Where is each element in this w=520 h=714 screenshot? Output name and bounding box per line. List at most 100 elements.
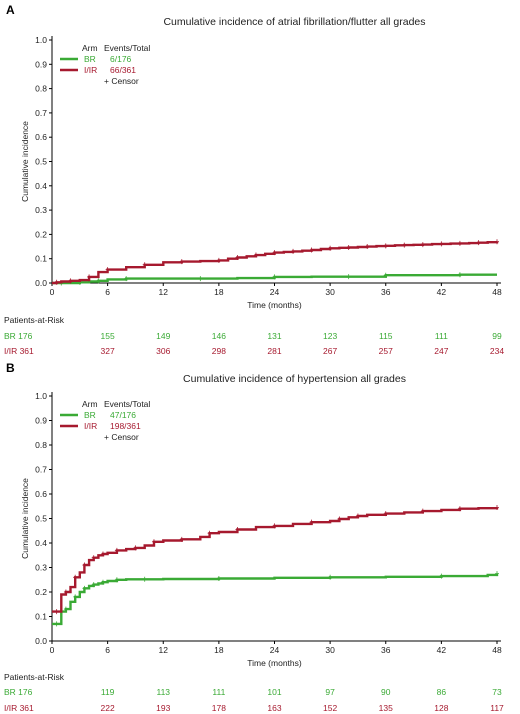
x-tick-label: 18 — [214, 287, 224, 297]
censor-mark — [100, 579, 105, 585]
risk-row-label: BR 176 — [4, 687, 33, 697]
risk-value: 73 — [492, 687, 502, 697]
y-tick-label: 0.5 — [35, 514, 47, 524]
y-tick-label: 0.0 — [35, 636, 47, 646]
censor-mark — [309, 247, 314, 253]
x-axis-title: Time (months) — [247, 658, 302, 668]
y-tick-label: 0.8 — [35, 440, 47, 450]
censor-mark — [457, 272, 462, 278]
censor-mark — [439, 573, 444, 579]
censor-mark — [179, 259, 184, 265]
x-tick-label: 48 — [492, 287, 502, 297]
censor-mark — [337, 516, 342, 522]
risk-value: 117 — [490, 703, 504, 713]
risk-value: 119 — [101, 687, 115, 697]
y-tick-label: 0.4 — [35, 538, 47, 548]
censor-mark — [63, 606, 68, 612]
censor-mark — [151, 539, 156, 545]
panel-b: B Cumulative incidence of hypertension al… — [4, 361, 504, 713]
censor-mark — [114, 547, 119, 553]
series-line-br — [52, 573, 499, 626]
y-tick-label: 0.1 — [35, 612, 47, 622]
censor-mark — [420, 242, 425, 248]
censor-mark — [495, 239, 499, 245]
censor-mark — [355, 513, 360, 519]
risk-value: 99 — [492, 331, 502, 341]
censor-mark — [346, 274, 351, 280]
censor-mark — [235, 527, 240, 533]
risk-value: 128 — [434, 703, 448, 713]
y-tick-label: 0.7 — [35, 108, 47, 118]
censor-mark — [68, 278, 73, 284]
y-tick-label: 0.0 — [35, 278, 47, 288]
risk-table-header: Patients-at-Risk — [4, 672, 65, 682]
panel-label: A — [6, 3, 15, 17]
risk-value: 267 — [323, 346, 337, 356]
x-tick-label: 48 — [492, 645, 502, 655]
risk-value: 306 — [156, 346, 170, 356]
censor-mark — [179, 536, 184, 542]
risk-value: 115 — [379, 331, 393, 341]
censor-mark — [207, 530, 212, 536]
series-line-i-ir — [52, 241, 499, 285]
risk-value: 101 — [267, 687, 281, 697]
censor-mark — [291, 248, 296, 254]
censor-mark — [73, 574, 78, 580]
censor-mark — [272, 274, 277, 280]
y-tick-label: 0.9 — [35, 59, 47, 69]
censor-mark — [420, 508, 425, 514]
censor-mark — [82, 562, 87, 568]
risk-value: 163 — [267, 703, 281, 713]
censor-mark — [495, 504, 499, 510]
x-tick-label: 42 — [437, 287, 447, 297]
legend-censor-note: + Censor — [104, 76, 139, 86]
x-tick-label: 24 — [270, 287, 280, 297]
censor-mark — [73, 594, 78, 600]
risk-row-label: I/IR 361 — [4, 703, 34, 713]
risk-value: 146 — [212, 331, 226, 341]
censor-mark — [198, 276, 203, 282]
chart-title: Cumulative incidence of hypertension all… — [183, 373, 406, 385]
risk-value: 298 — [212, 346, 226, 356]
series-line-i-ir — [52, 507, 499, 613]
risk-value: 247 — [434, 346, 448, 356]
censor-mark — [439, 241, 444, 247]
y-tick-label: 0.1 — [35, 254, 47, 264]
legend-events-value: 66/361 — [110, 65, 136, 75]
y-axis-title: Cumulative incidence — [20, 121, 30, 202]
censor-mark — [54, 279, 59, 285]
legend-header-arm: Arm — [82, 43, 98, 53]
y-tick-label: 1.0 — [35, 391, 47, 401]
legend-arm-label: I/IR — [84, 65, 97, 75]
legend-arm-label: BR — [84, 410, 96, 420]
censor-mark — [114, 577, 119, 583]
panel-a: A Cumulative incidence of atrial fibrilla… — [4, 3, 504, 356]
censor-mark — [272, 523, 277, 529]
censor-mark — [383, 243, 388, 249]
x-tick-label: 6 — [105, 287, 110, 297]
y-axis-title: Cumulative incidence — [20, 478, 30, 559]
legend-censor-note: + Censor — [104, 432, 139, 442]
risk-value: 155 — [101, 331, 115, 341]
risk-value: 149 — [156, 331, 170, 341]
censor-mark — [309, 519, 314, 525]
y-tick-label: 0.8 — [35, 84, 47, 94]
x-tick-label: 0 — [50, 645, 55, 655]
censor-mark — [105, 267, 110, 273]
risk-value: 257 — [379, 346, 393, 356]
legend-header-arm: Arm — [82, 399, 98, 409]
x-tick-label: 42 — [437, 645, 447, 655]
risk-table-header: Patients-at-Risk — [4, 315, 65, 325]
censor-mark — [142, 576, 147, 582]
censor-mark — [272, 250, 277, 256]
censor-mark — [457, 506, 462, 512]
y-tick-label: 0.9 — [35, 416, 47, 426]
censor-mark — [365, 244, 370, 250]
censor-mark — [235, 254, 240, 260]
y-tick-label: 0.5 — [35, 157, 47, 167]
legend-header-events: Events/Total — [104, 399, 150, 409]
panel-label: B — [6, 361, 15, 375]
censor-mark — [216, 576, 221, 582]
risk-value: 135 — [379, 703, 393, 713]
